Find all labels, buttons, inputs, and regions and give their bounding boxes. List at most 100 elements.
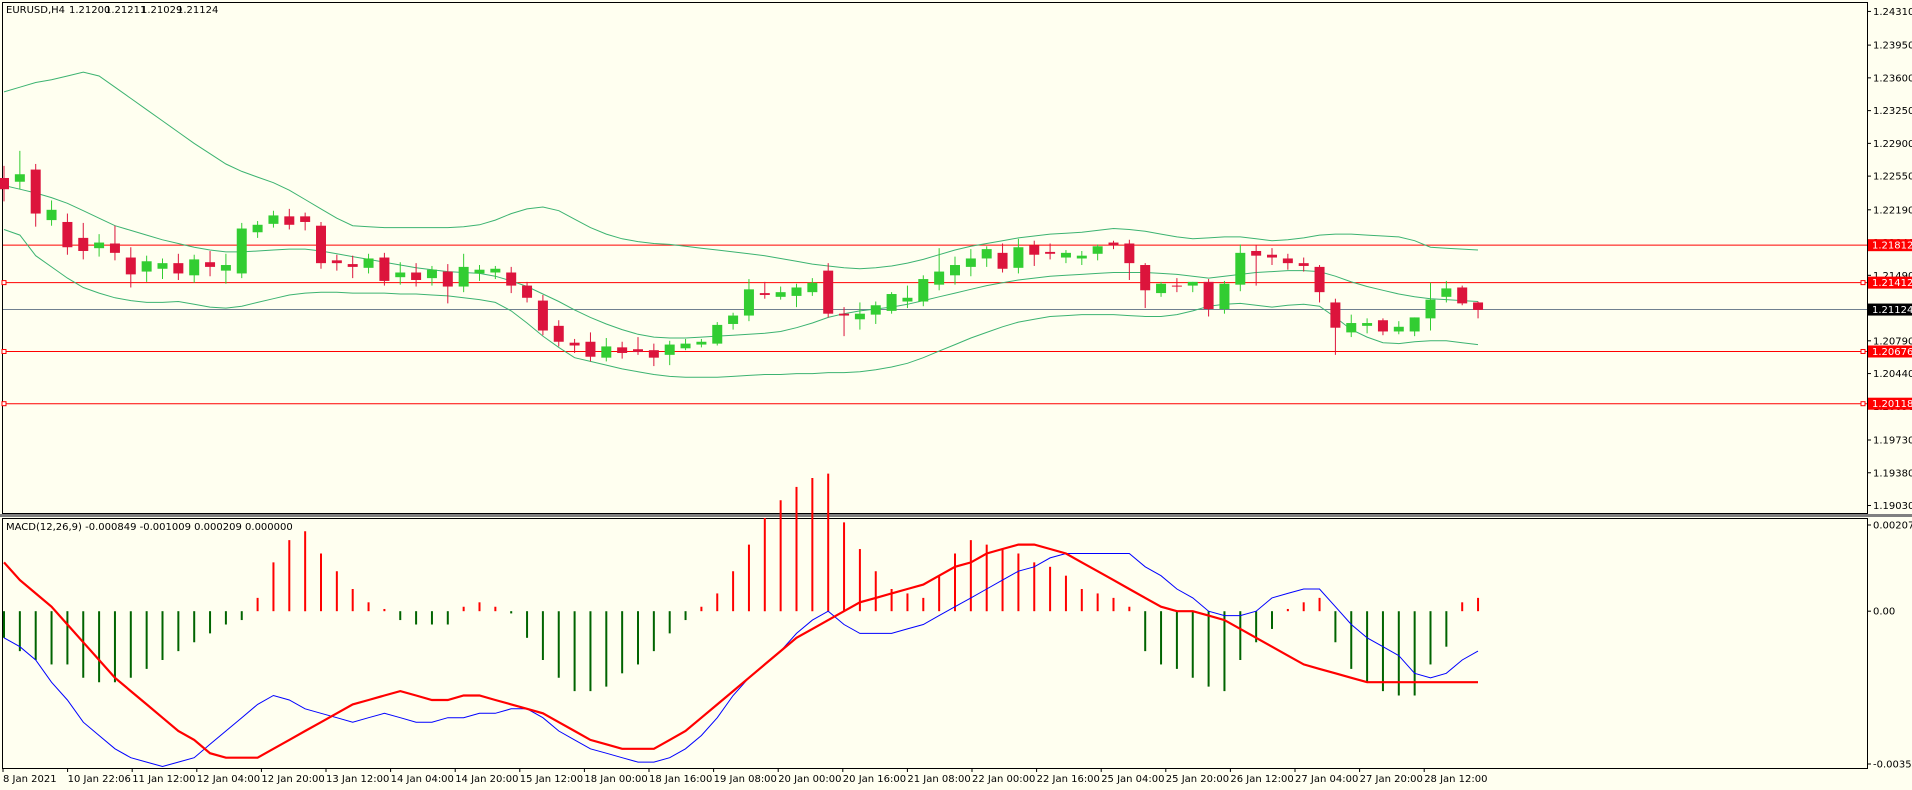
candle xyxy=(1108,240,1119,250)
candle-body xyxy=(633,349,643,353)
macd-tick-label: -0.003533 xyxy=(1873,760,1912,771)
level-price-label: 1.21412 xyxy=(1868,276,1912,289)
price-tick-label: 1.24310 xyxy=(1873,7,1912,18)
time-tick-label: 12 Jan 04:00 xyxy=(197,774,260,785)
candle-body xyxy=(1092,246,1103,254)
candle xyxy=(157,258,168,280)
ohlc-close: 1.21124 xyxy=(177,5,218,16)
candle xyxy=(1377,318,1388,336)
candle-body xyxy=(109,243,120,253)
macd-panel-frame xyxy=(2,518,1868,769)
candle xyxy=(300,212,311,231)
candle xyxy=(1045,243,1056,260)
level-handle-right[interactable] xyxy=(1860,401,1866,407)
candle xyxy=(1203,279,1214,317)
candle-body xyxy=(1282,258,1293,264)
price-chart xyxy=(0,71,1867,407)
bollinger-lower-band xyxy=(3,229,1479,378)
price-tick-label: 1.23250 xyxy=(1873,106,1912,117)
candle-body xyxy=(950,265,960,276)
candle-body xyxy=(997,252,1008,269)
macd-title: MACD(12,26,9) -0.000849 -0.001009 0.0002… xyxy=(6,522,293,533)
candle-body xyxy=(1441,288,1452,297)
level-handle-left[interactable] xyxy=(1,280,7,286)
candle xyxy=(0,165,9,202)
candle xyxy=(1076,250,1087,266)
candle-body xyxy=(1013,247,1024,268)
candle-body xyxy=(569,342,580,346)
candle-body xyxy=(617,347,628,353)
time-tick-label: 8 Jan 2021 xyxy=(3,774,57,785)
level-handle-right[interactable] xyxy=(1860,348,1866,354)
candle-body xyxy=(94,242,105,249)
candle-body xyxy=(981,249,992,259)
candle-body xyxy=(411,272,422,280)
candle xyxy=(109,225,120,261)
candle-body xyxy=(30,169,41,214)
ohlc-low: 1.21029 xyxy=(141,5,182,16)
macd-tick-label: 0.002077 xyxy=(1873,521,1912,532)
candle xyxy=(14,150,25,190)
candle-body xyxy=(839,313,850,316)
candle xyxy=(950,256,960,285)
candle-body xyxy=(379,257,390,281)
candle-body xyxy=(1156,283,1167,294)
candle xyxy=(1267,248,1277,266)
candle xyxy=(633,337,643,355)
candle xyxy=(189,254,200,283)
candle-body xyxy=(331,260,342,264)
level-price-text: 1.21812 xyxy=(1872,241,1912,252)
price-tick-label: 1.23600 xyxy=(1873,73,1912,84)
candle xyxy=(1457,285,1468,306)
candle-body xyxy=(1203,281,1214,309)
time-tick-label: 20 Jan 00:00 xyxy=(778,774,841,785)
candle xyxy=(236,222,247,279)
candle xyxy=(395,262,406,285)
candle xyxy=(347,255,358,279)
candle xyxy=(553,320,564,347)
candle-body xyxy=(395,272,406,278)
candle-body xyxy=(1409,317,1420,332)
candle-body xyxy=(1124,243,1135,264)
candle-body xyxy=(157,263,168,269)
candle-body xyxy=(1029,245,1040,255)
candle-body xyxy=(141,261,152,272)
candle-body xyxy=(458,266,469,287)
candle-body xyxy=(1140,265,1151,291)
candle-body xyxy=(347,264,358,267)
time-tick-label: 27 Jan 04:00 xyxy=(1295,774,1358,785)
candle xyxy=(1235,244,1246,292)
candle-body xyxy=(1457,287,1468,304)
current-price-label: 1.21124 xyxy=(1868,303,1912,316)
current-price-box xyxy=(1868,303,1912,316)
candle-body xyxy=(680,343,691,349)
candle-body xyxy=(870,305,881,315)
candle-body xyxy=(46,209,57,221)
candle xyxy=(886,292,897,314)
candle-body xyxy=(553,325,564,342)
level-handle-right[interactable] xyxy=(1860,280,1866,286)
time-tick-label: 25 Jan 04:00 xyxy=(1101,774,1164,785)
time-tick-label: 22 Jan 16:00 xyxy=(1037,774,1100,785)
time-tick-label: 21 Jan 08:00 xyxy=(907,774,970,785)
candle xyxy=(474,265,485,281)
candle xyxy=(426,265,437,286)
candle xyxy=(965,249,976,277)
ohlc-high: 1.21211 xyxy=(105,5,146,16)
level-handle-left[interactable] xyxy=(1,348,7,354)
candle-body xyxy=(205,262,216,267)
candle xyxy=(284,208,295,230)
candle-body xyxy=(1314,266,1325,293)
time-tick-label: 18 Jan 16:00 xyxy=(649,774,712,785)
time-tick-label: 15 Jan 12:00 xyxy=(520,774,583,785)
panel-separator[interactable] xyxy=(0,514,1912,517)
candle-body xyxy=(1393,326,1404,332)
candle-body xyxy=(728,315,739,324)
candle-body xyxy=(585,341,596,357)
candle-body xyxy=(965,258,976,267)
level-handle-left[interactable] xyxy=(1,401,7,407)
candle-body xyxy=(934,271,945,285)
candle xyxy=(791,283,802,308)
candle xyxy=(506,266,517,294)
candle xyxy=(1140,263,1151,309)
